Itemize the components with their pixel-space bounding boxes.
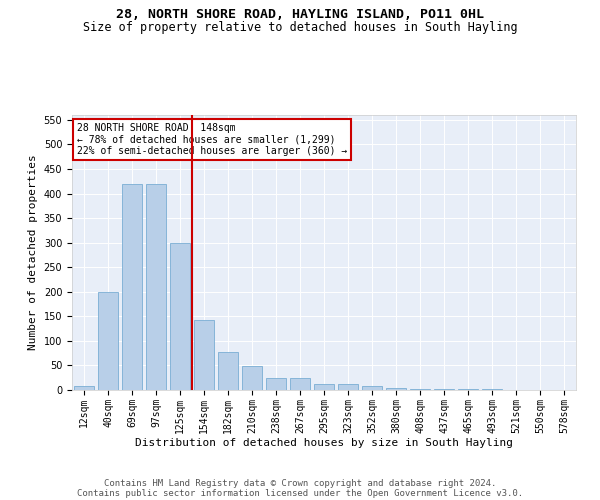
Bar [410,388,430,390]
Bar [338,384,358,390]
Text: Contains public sector information licensed under the Open Government Licence v3: Contains public sector information licen… [77,488,523,498]
Bar [482,389,502,390]
Bar [314,384,334,390]
Text: Contains HM Land Registry data © Crown copyright and database right 2024.: Contains HM Land Registry data © Crown c… [104,478,496,488]
Bar [146,184,166,390]
Bar [170,242,190,390]
Bar [362,386,382,390]
Bar [218,352,238,390]
Text: Size of property relative to detached houses in South Hayling: Size of property relative to detached ho… [83,21,517,34]
Bar [458,389,478,390]
Text: 28 NORTH SHORE ROAD: 148sqm
← 78% of detached houses are smaller (1,299)
22% of : 28 NORTH SHORE ROAD: 148sqm ← 78% of det… [77,123,347,156]
Bar [290,378,310,390]
Text: 28, NORTH SHORE ROAD, HAYLING ISLAND, PO11 0HL: 28, NORTH SHORE ROAD, HAYLING ISLAND, PO… [116,8,484,20]
Bar [266,378,286,390]
Bar [386,388,406,390]
Bar [98,292,118,390]
Bar [122,184,142,390]
Bar [242,366,262,390]
Bar [74,386,94,390]
Bar [194,320,214,390]
Y-axis label: Number of detached properties: Number of detached properties [28,154,38,350]
X-axis label: Distribution of detached houses by size in South Hayling: Distribution of detached houses by size … [135,438,513,448]
Bar [434,388,454,390]
